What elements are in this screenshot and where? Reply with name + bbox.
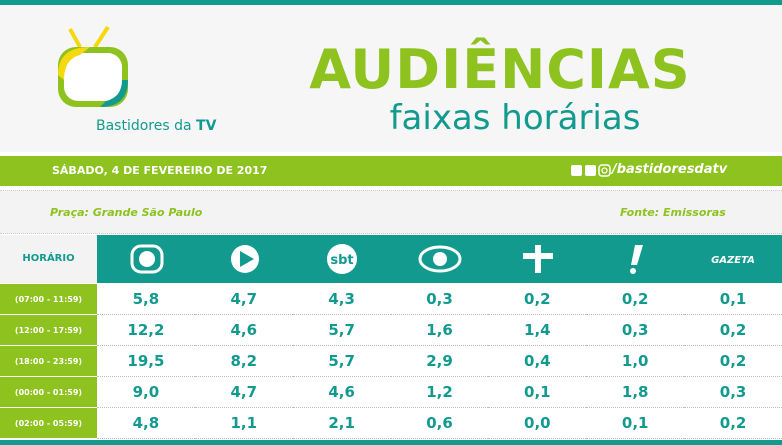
rating: 1,4 <box>488 315 587 346</box>
gazeta-logo: GAZETA <box>711 255 755 266</box>
time-slot: (00:00 - 01:59) <box>0 377 97 408</box>
rating: 4,3 <box>292 284 391 315</box>
time-slot: (12:00 - 17:59) <box>0 315 97 346</box>
rating: 1,6 <box>390 315 489 346</box>
source: Fonte: Emissoras <box>620 206 726 219</box>
rating: 1,0 <box>586 346 685 377</box>
time-slot: (07:00 - 11:59) <box>0 284 97 315</box>
rating: 4,6 <box>292 377 391 408</box>
rating: 0,3 <box>684 377 782 408</box>
logo-text: Bastidores da TV <box>96 118 216 134</box>
top-bar <box>0 0 782 5</box>
rating: 4,8 <box>97 408 195 439</box>
rating: 0,2 <box>684 408 782 439</box>
rating: 4,6 <box>194 315 293 346</box>
header-cell: HORÁRIO <box>0 235 97 283</box>
rating: 0,3 <box>586 315 685 346</box>
rating: 1,8 <box>586 377 685 408</box>
rating: 4,7 <box>194 284 293 315</box>
logo-label: Bastidores da <box>96 118 192 134</box>
time-slot: (18:00 - 23:59) <box>0 346 97 377</box>
rating: 12,2 <box>97 315 195 346</box>
rating: 0,3 <box>390 284 489 315</box>
rating: 5,7 <box>292 315 391 346</box>
rating: 1,1 <box>194 408 293 439</box>
logo-bold: TV <box>196 118 217 134</box>
social-icons <box>571 164 611 177</box>
title: AUDIÊNCIAS <box>309 38 691 101</box>
rating: 0,1 <box>684 284 782 315</box>
info-strip <box>0 190 782 234</box>
header <box>0 5 782 152</box>
date-bar <box>0 156 782 186</box>
rating: 0,4 <box>488 346 587 377</box>
rating: 0,2 <box>488 284 587 315</box>
rating: 0,0 <box>488 408 587 439</box>
rating: 0,1 <box>586 408 685 439</box>
channel-logos: sbt GAZETA <box>130 244 755 274</box>
rating: 0,1 <box>488 377 587 408</box>
rating: 19,5 <box>97 346 195 377</box>
rating: 8,2 <box>194 346 293 377</box>
rating: 1,2 <box>390 377 489 408</box>
date: SÁBADO, 4 DE FEVEREIRO DE 2017 <box>52 164 268 177</box>
rating: 2,9 <box>390 346 489 377</box>
bottom-bar <box>0 440 782 445</box>
rating: 0,2 <box>586 284 685 315</box>
rating: 0,6 <box>390 408 489 439</box>
subtitle: faixas horárias <box>389 98 641 138</box>
praca: Praça: Grande São Paulo <box>50 206 203 219</box>
rating: 0,2 <box>684 346 782 377</box>
rating: 9,0 <box>97 377 195 408</box>
rating: 4,7 <box>194 377 293 408</box>
rating: 2,1 <box>292 408 391 439</box>
time-slot: (02:00 - 05:59) <box>0 408 97 439</box>
rating: 5,7 <box>292 346 391 377</box>
logo-icon <box>58 25 128 107</box>
social-handle: /bastidoresdatv <box>612 162 728 177</box>
sbt-logo: sbt <box>330 253 353 268</box>
rating: 0,2 <box>684 315 782 346</box>
rating: 5,8 <box>97 284 195 315</box>
